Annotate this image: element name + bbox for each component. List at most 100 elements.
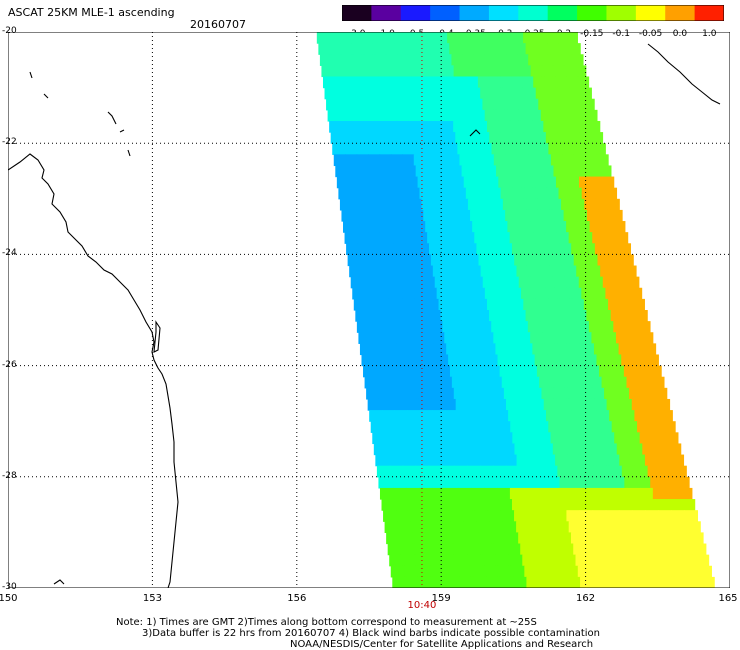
swath-cell: [407, 54, 420, 66]
swath-cell: [538, 254, 551, 267]
swath-cell: [439, 109, 452, 122]
swath-cell: [540, 209, 553, 222]
swath-cell: [428, 387, 442, 400]
swath-cell: [579, 332, 593, 344]
swath-cell: [636, 532, 651, 545]
swath-cell: [432, 410, 446, 422]
swath-cell: [533, 232, 546, 244]
swath-cell: [505, 465, 520, 478]
swath-cell: [518, 276, 532, 289]
swath-cell: [470, 565, 485, 578]
swath-cell: [458, 276, 472, 289]
swath-cell: [467, 465, 481, 478]
swath-cell: [567, 454, 582, 467]
swath-cell: [495, 221, 509, 233]
swath-cell: [376, 465, 391, 478]
swath-cell: [584, 532, 598, 545]
swath-cell: [530, 221, 544, 233]
swath-cell: [430, 398, 444, 411]
swath-cell: [495, 343, 509, 356]
swath-cell: [456, 198, 469, 211]
swath-cell: [538, 499, 552, 511]
swath-cell: [393, 321, 407, 333]
swath-cell: [422, 76, 435, 89]
swath-cell: [583, 465, 597, 478]
swath-cell: [416, 310, 429, 322]
swath-cell: [586, 543, 601, 556]
swath-cell: [558, 410, 572, 422]
swath-cell: [487, 365, 501, 378]
swath-cell: [526, 198, 539, 211]
swath-cell: [469, 554, 483, 567]
swath-cell: [476, 310, 490, 322]
swath-cell: [618, 243, 632, 255]
swath-cell: [579, 132, 592, 144]
swath-cell: [491, 143, 504, 155]
swath-cell: [614, 376, 628, 389]
swath-cell: [601, 432, 615, 445]
swath-cell: [457, 410, 471, 422]
swath-cell: [423, 143, 436, 155]
swath-cell: [511, 132, 524, 144]
swath-cell: [457, 32, 470, 44]
swath-cell: [436, 287, 450, 300]
swath-cell: [386, 532, 400, 545]
swath-cell: [517, 332, 531, 344]
swath-cell: [642, 554, 656, 567]
swath-cell: [634, 521, 649, 533]
swath-cell: [518, 398, 532, 411]
swath-cell: [535, 298, 549, 311]
swath-cell: [609, 410, 623, 422]
swath-cell: [379, 310, 393, 322]
lat-lon-grid: [8, 32, 730, 588]
swath-cell: [457, 487, 472, 500]
swath-cell: [602, 276, 616, 289]
swath-cell: [368, 232, 381, 244]
swath-cell: [562, 154, 575, 167]
swath-cell: [514, 254, 527, 267]
swath-cell: [482, 410, 497, 422]
swath-cell: [564, 321, 578, 333]
swath-cell: [408, 265, 422, 278]
swath-cell: [514, 376, 528, 389]
swath-cell: [503, 454, 518, 467]
island-outline: [469, 129, 481, 137]
swath-cell: [484, 421, 499, 433]
swath-cell: [519, 165, 532, 178]
swath-cell: [551, 209, 565, 222]
swath-cell: [557, 343, 570, 356]
colorbar-swatch: [577, 5, 607, 21]
swath-cell: [572, 198, 585, 211]
swath-cell: [529, 521, 544, 533]
swath-cell: [445, 576, 460, 588]
colorbar-label: -0.05: [638, 29, 663, 39]
swath-cell: [527, 98, 539, 111]
swath-cell: [497, 421, 511, 433]
swath-cell: [488, 243, 501, 255]
swath-cell: [376, 287, 390, 300]
swath-cell: [489, 376, 503, 389]
swath-cell: [398, 132, 411, 144]
swath-cell: [486, 576, 501, 588]
swath-cell: [516, 154, 529, 167]
swath-cell: [550, 432, 564, 445]
swath-cell: [576, 321, 590, 333]
swath-cell: [687, 521, 701, 533]
swath-cell: [425, 32, 437, 44]
swath-cell: [698, 565, 712, 578]
swath-cell: [503, 43, 516, 55]
swath-cell: [444, 565, 459, 578]
swath-cell: [518, 109, 531, 122]
swath-cell: [438, 165, 451, 178]
swath-cell: [511, 298, 524, 311]
swath-cell: [365, 65, 378, 78]
swath-cell: [343, 143, 356, 155]
new-caledonia-coast: [647, 43, 721, 105]
swath-cell: [657, 454, 672, 467]
swath-cell: [429, 54, 442, 66]
colorbar-swatch: [665, 5, 696, 21]
swath-cell: [405, 487, 420, 500]
swath-cell: [623, 532, 638, 545]
swath-cell: [343, 221, 356, 233]
swath-cell: [629, 287, 643, 300]
